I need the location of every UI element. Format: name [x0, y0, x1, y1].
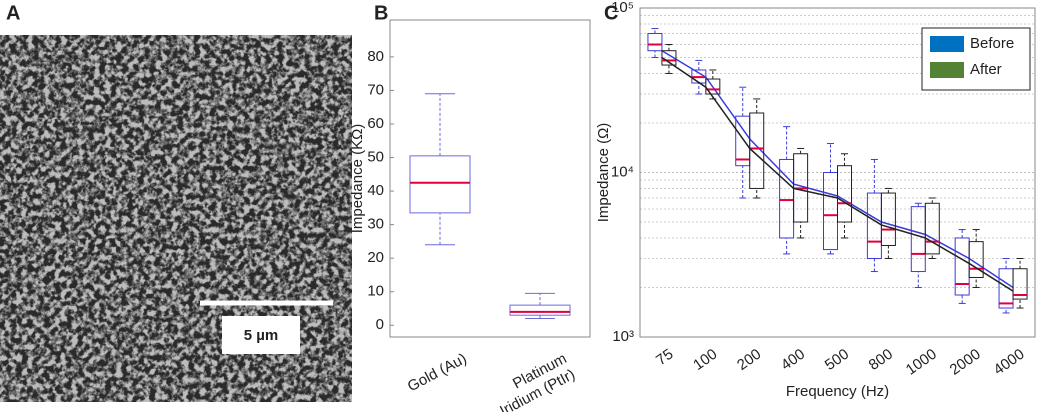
- y-tick-label: 80: [367, 48, 384, 65]
- y-tick-label: 10³: [612, 328, 634, 345]
- x-tick-label-group: Gold (Au): [405, 350, 470, 395]
- y-tick-label: 40: [367, 182, 384, 199]
- legend-label: Before: [970, 35, 1014, 52]
- scale-label: 5 µm: [244, 327, 279, 344]
- y-tick-label: 10⁴: [611, 163, 634, 180]
- box: [998, 268, 1014, 309]
- box: [1012, 268, 1028, 300]
- box: [409, 155, 471, 214]
- y-axis-label: Impedance (Ω): [595, 123, 612, 223]
- x-tick-label: 1000: [903, 346, 940, 379]
- mean-line: [661, 56, 1014, 292]
- axes-frame: [389, 19, 591, 338]
- sem-image: [0, 35, 352, 402]
- legend-swatch: [930, 62, 964, 78]
- x-tick-label: 800: [866, 346, 896, 374]
- y-tick-label: 30: [367, 216, 384, 233]
- box: [735, 115, 751, 167]
- panel-label: B: [374, 2, 388, 24]
- box: [749, 112, 765, 189]
- box: [880, 192, 896, 246]
- legend-label: After: [970, 61, 1002, 78]
- box: [954, 237, 970, 296]
- panel-label: C: [604, 2, 618, 24]
- y-tick-label: 0: [376, 316, 384, 333]
- x-axis-label: Frequency (Hz): [786, 383, 889, 400]
- x-tick-label: 500: [822, 346, 852, 374]
- box: [924, 202, 940, 255]
- x-tick-label: 200: [734, 346, 764, 374]
- box: [910, 206, 926, 273]
- legend-swatch: [930, 36, 964, 52]
- scale-box: [222, 316, 300, 354]
- x-tick-label: 2000: [947, 346, 984, 379]
- box: [866, 192, 882, 260]
- x-tick-label: 400: [778, 346, 808, 374]
- y-tick-label: 10⁵: [611, 0, 634, 16]
- y-tick-label: 60: [367, 115, 384, 132]
- y-tick-label: 20: [367, 249, 384, 266]
- y-tick-label: 10: [367, 283, 384, 300]
- y-axis-label: Impedance (KΩ): [349, 124, 366, 234]
- panel-label: A: [6, 2, 20, 24]
- x-tick-label: 75: [653, 346, 676, 369]
- y-tick-label: 70: [367, 81, 384, 98]
- x-tick-label: Gold (Au): [405, 350, 470, 395]
- axes-frame: [639, 7, 1036, 338]
- x-tick-label: 4000: [991, 346, 1028, 379]
- box: [647, 32, 663, 52]
- y-tick-label: 50: [367, 149, 384, 166]
- box: [968, 241, 984, 278]
- x-tick-label: 100: [690, 346, 720, 374]
- box: [837, 165, 852, 223]
- box: [509, 304, 571, 316]
